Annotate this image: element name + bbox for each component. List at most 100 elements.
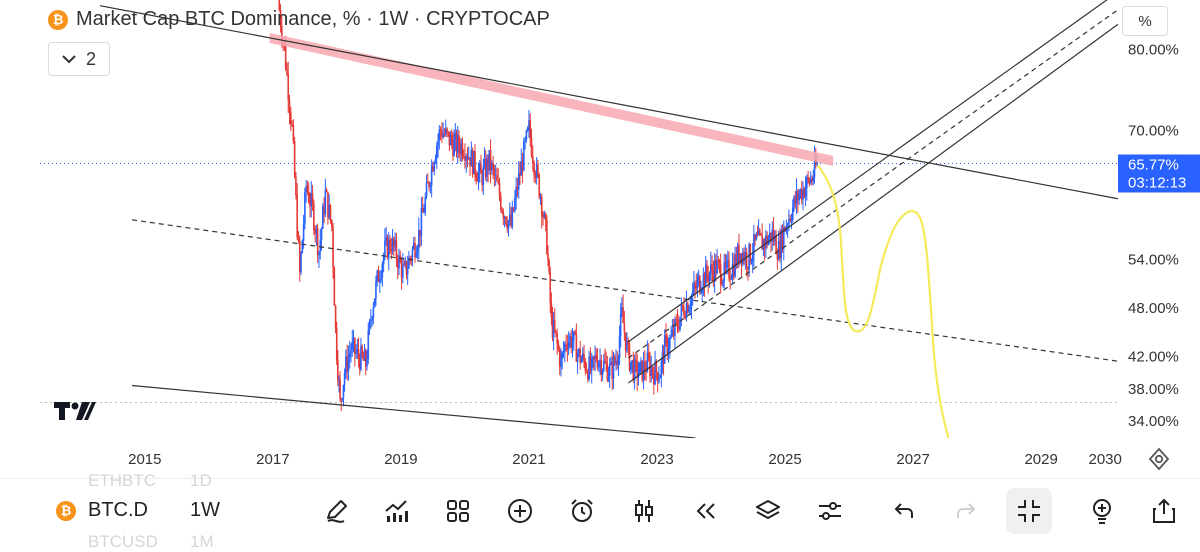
candle-body — [600, 360, 603, 375]
candle-body — [449, 135, 452, 146]
chart-settings-button[interactable] — [810, 491, 850, 531]
candle-body — [723, 262, 726, 281]
chart-area[interactable]: 80.00% 70.00% 54.00% 48.00% 42.00% 38.00% 34.0… — [0, 0, 1200, 478]
candle-body — [694, 283, 696, 286]
time-axis[interactable]: 2015 2017 2019 2021 2023 2025 2027 2029 2030 — [128, 451, 1122, 468]
candle-body — [653, 373, 655, 385]
candle-body — [318, 252, 320, 256]
candle-body — [384, 240, 386, 256]
bitcoin-icon: ₿ — [48, 9, 68, 30]
candle-body — [605, 362, 607, 364]
chart-type-button[interactable] — [624, 491, 664, 531]
candle-body — [663, 335, 666, 364]
candle-body — [286, 68, 288, 74]
plus-circle-icon — [508, 499, 532, 523]
candle-body — [739, 253, 742, 263]
candle-body — [646, 352, 649, 372]
drawing-tools-button[interactable] — [316, 491, 356, 531]
candle-body — [661, 351, 664, 362]
compare-button[interactable] — [500, 491, 540, 531]
y-tick-label: 54.00% — [1128, 252, 1179, 269]
candle-body — [789, 218, 791, 221]
candle-body — [695, 285, 698, 289]
candle-body — [710, 264, 712, 273]
current-price-value: 65.77% — [1128, 156, 1179, 173]
candle-body — [300, 253, 302, 273]
candle-body — [309, 202, 311, 207]
candle-body — [635, 359, 637, 362]
candle-body — [584, 360, 587, 371]
candle-body — [721, 283, 723, 285]
candle-body — [502, 211, 505, 219]
candle-body — [674, 319, 676, 336]
share-button[interactable] — [1144, 491, 1184, 531]
candle-body — [553, 320, 556, 331]
candle-body — [333, 268, 336, 306]
candle-body — [357, 349, 360, 359]
candle-body — [499, 196, 502, 210]
y-tick-label: 38.00% — [1128, 381, 1179, 398]
candle-body — [622, 307, 624, 324]
candle-body — [703, 274, 706, 287]
candle-body — [797, 191, 799, 201]
replay-button[interactable] — [686, 491, 726, 531]
candle-body — [766, 235, 768, 245]
candle-body — [385, 237, 387, 241]
redo-button[interactable] — [946, 491, 986, 531]
candle-body — [528, 120, 530, 128]
candle-body — [459, 147, 461, 154]
candle-body — [418, 229, 420, 249]
candle-body — [415, 253, 418, 257]
candle-body — [483, 158, 486, 167]
collapse-indicators-button[interactable]: 2 — [48, 42, 110, 76]
interval-selector[interactable]: 1W — [190, 499, 220, 521]
candle-body — [790, 220, 793, 222]
percent-scale-button[interactable]: % — [1122, 6, 1168, 36]
exit-fullscreen-button[interactable] — [1006, 488, 1052, 534]
candle-body — [296, 194, 298, 238]
candle-body — [757, 230, 760, 236]
candle-body — [329, 204, 332, 220]
candle-body — [424, 197, 427, 213]
candle-body — [279, 9, 282, 27]
candle-body — [608, 364, 611, 376]
candle-body — [511, 207, 514, 227]
candle-body — [405, 261, 408, 275]
candle-body — [476, 178, 479, 182]
candle-body — [636, 361, 638, 379]
candle-body — [690, 296, 693, 308]
settings-icon[interactable] — [1147, 447, 1171, 471]
candle-body — [544, 213, 547, 221]
candle-body — [775, 235, 777, 255]
candle-body — [516, 186, 519, 190]
candle-body — [713, 260, 716, 282]
candle-body — [793, 196, 795, 208]
layouts-button[interactable] — [438, 491, 478, 531]
candle-body — [565, 343, 567, 345]
candle-body — [461, 143, 464, 157]
candle-body — [804, 187, 807, 197]
candle-body — [770, 232, 772, 242]
candle-body — [731, 263, 734, 278]
candle-body — [363, 350, 366, 361]
objects-tree-button[interactable] — [748, 491, 788, 531]
candle-body — [371, 317, 373, 321]
alert-button[interactable] — [562, 491, 602, 531]
candle-body — [806, 176, 808, 188]
indicators-button[interactable] — [376, 491, 416, 531]
ideas-button[interactable] — [1082, 491, 1122, 531]
candle-body — [607, 375, 610, 381]
candle-body — [799, 189, 802, 195]
candle-body — [524, 140, 526, 142]
price-axis[interactable]: 80.00% 70.00% 54.00% 48.00% 42.00% 38.00% 34.0… — [1118, 41, 1200, 430]
candle-body — [478, 163, 481, 172]
undo-button[interactable] — [884, 491, 924, 531]
candle-body — [390, 249, 393, 252]
symbol-selector[interactable]: ₿ BTC.D — [56, 499, 148, 522]
candle-body — [394, 240, 396, 247]
candle-body — [676, 319, 679, 327]
candle-body — [324, 189, 327, 215]
candle-body — [421, 208, 424, 213]
candle-body — [493, 168, 496, 177]
candle-body — [437, 140, 439, 147]
